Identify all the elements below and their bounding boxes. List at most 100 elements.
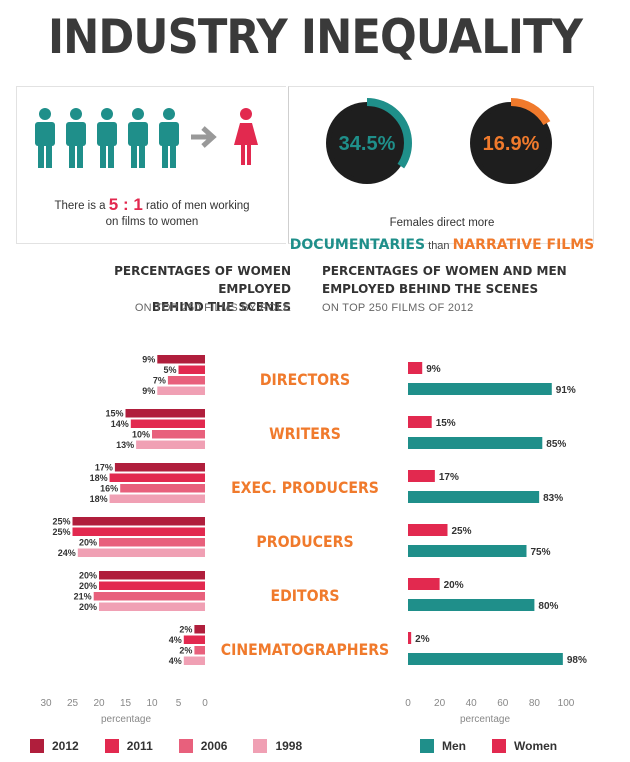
bar-value-label: 98% <box>567 655 587 666</box>
x-tick-label: 30 <box>40 698 52 709</box>
x-tick-label: 60 <box>497 698 509 709</box>
bar-men <box>408 599 535 611</box>
bar-value-label: 9% <box>142 386 155 396</box>
narrative-label: NARRATIVE FILMS <box>452 237 595 253</box>
donut-label: 16.9% <box>483 133 540 155</box>
bar-value-label: 4% <box>169 656 182 666</box>
bar-value-label: 21% <box>74 592 92 602</box>
bar-value-label: 17% <box>439 472 459 483</box>
donut-1: 34.5% <box>322 98 412 188</box>
donut-arc <box>322 98 412 188</box>
bar-women <box>408 524 448 536</box>
bar-women <box>408 578 440 590</box>
bar-value-label: 85% <box>546 439 566 450</box>
left-bar-chart: 9%5%7%9%15%14%10%13%17%18%16%18%25%25%20… <box>40 355 208 726</box>
legend-item: Women <box>492 739 557 753</box>
bar-2011 <box>130 419 205 428</box>
bar-value-label: 10% <box>132 430 150 440</box>
bar-women <box>408 632 412 644</box>
bar-value-label: 20% <box>79 602 97 612</box>
legend-swatch <box>420 739 434 753</box>
page-title: INDUSTRY INEQUALITY <box>47 10 583 65</box>
bar-2011 <box>183 635 205 644</box>
bar-women <box>408 416 432 428</box>
legend-swatch <box>104 739 119 753</box>
right-heading: PERCENTAGES OF WOMEN AND MEN EMPLOYED BE… <box>322 262 622 298</box>
bar-value-label: 75% <box>531 547 551 558</box>
legend-swatch <box>30 739 44 753</box>
bar-2006 <box>99 538 205 547</box>
right-legend: Men Women <box>420 739 583 753</box>
bar-value-label: 7% <box>153 376 166 386</box>
bar-value-label: 16% <box>100 484 118 494</box>
documentaries-label: DOCUMENTARIES <box>289 237 426 253</box>
donut-label: 34.5% <box>339 133 396 155</box>
role-label: PRODUCERS <box>256 532 354 551</box>
bar-2012 <box>157 355 205 364</box>
x-tick-label: 0 <box>202 698 208 709</box>
left-heading-line2: BEHIND THE SCENES <box>151 300 291 314</box>
legend-label: Men <box>442 739 466 753</box>
x-axis-label: percentage <box>101 714 151 725</box>
bar-1998 <box>109 494 205 503</box>
left-legend: 2012 2011 2006 1998 <box>30 739 328 753</box>
bar-value-label: 9% <box>426 364 441 375</box>
bar-value-label: 20% <box>79 581 97 591</box>
doc-vs-narrative: DOCUMENTARIES than NARRATIVE FILMS <box>289 237 595 253</box>
bar-2012 <box>99 571 205 580</box>
legend-item: 1998 <box>253 739 302 753</box>
bar-men <box>408 383 552 395</box>
x-tick-label: 100 <box>558 698 575 709</box>
bar-value-label: 14% <box>111 419 129 429</box>
bar-value-label: 24% <box>58 548 76 558</box>
bar-men <box>408 491 540 503</box>
bar-value-label: 2% <box>179 625 192 635</box>
man-icon <box>128 108 148 168</box>
woman-icon <box>234 108 258 165</box>
bar-1998 <box>136 440 205 449</box>
role-label: WRITERS <box>269 424 341 443</box>
x-tick-label: 0 <box>405 698 411 709</box>
bar-value-label: 18% <box>90 494 108 504</box>
right-bar-chart: 9% 91% 15% 85% 17% 83% 25% 75% 20% 80% 2% 98% 0 20 40 6… <box>405 362 587 725</box>
bar-2011 <box>99 581 205 590</box>
arrow-right-icon <box>191 126 217 148</box>
bar-value-label: 15% <box>436 418 456 429</box>
bar-value-label: 25% <box>452 526 472 537</box>
directors-panel: 34.5% 16.9% Females direct more DOCUMENTA… <box>288 86 594 253</box>
legend-swatch <box>253 739 268 753</box>
bar-2006 <box>120 484 205 493</box>
than-label: than <box>425 240 453 252</box>
bar-men <box>408 545 527 557</box>
left-heading-line1: PERCENTAGES OF WOMEN EMPLOYED <box>114 264 291 296</box>
bar-value-label: 91% <box>556 385 576 396</box>
man-icon <box>159 108 179 168</box>
bar-value-label: 2% <box>415 634 430 645</box>
bar-value-label: 18% <box>90 473 108 483</box>
ratio-text-after: ratio of men working <box>142 200 250 212</box>
bar-value-label: 83% <box>543 493 563 504</box>
bar-value-label: 20% <box>444 580 464 591</box>
x-tick-label: 40 <box>466 698 478 709</box>
bar-value-label: 20% <box>79 538 97 548</box>
right-subheading: ON TOP 250 FILMS OF 2012 <box>322 302 474 314</box>
x-axis-label: percentage <box>460 714 510 725</box>
legend-label: 2011 <box>126 739 153 753</box>
bar-1998 <box>77 548 205 557</box>
bar-2006 <box>152 430 205 439</box>
man-icon <box>35 108 55 168</box>
role-label: EDITORS <box>270 586 340 605</box>
bar-value-label: 9% <box>142 355 155 365</box>
role-label: CINEMATOGRAPHERS <box>220 640 390 659</box>
x-tick-label: 20 <box>93 698 105 709</box>
bar-2006 <box>194 646 205 655</box>
ratio-men: 5 <box>108 195 119 214</box>
right-heading-line2: EMPLOYED BEHIND THE SCENES <box>322 282 539 296</box>
bar-2012 <box>114 463 205 472</box>
x-tick-label: 15 <box>120 698 132 709</box>
legend-swatch <box>492 739 506 753</box>
bar-2011 <box>72 527 205 536</box>
role-label: EXEC. PRODUCERS <box>231 478 379 497</box>
bar-value-label: 15% <box>105 409 123 419</box>
people-icons <box>35 108 258 168</box>
